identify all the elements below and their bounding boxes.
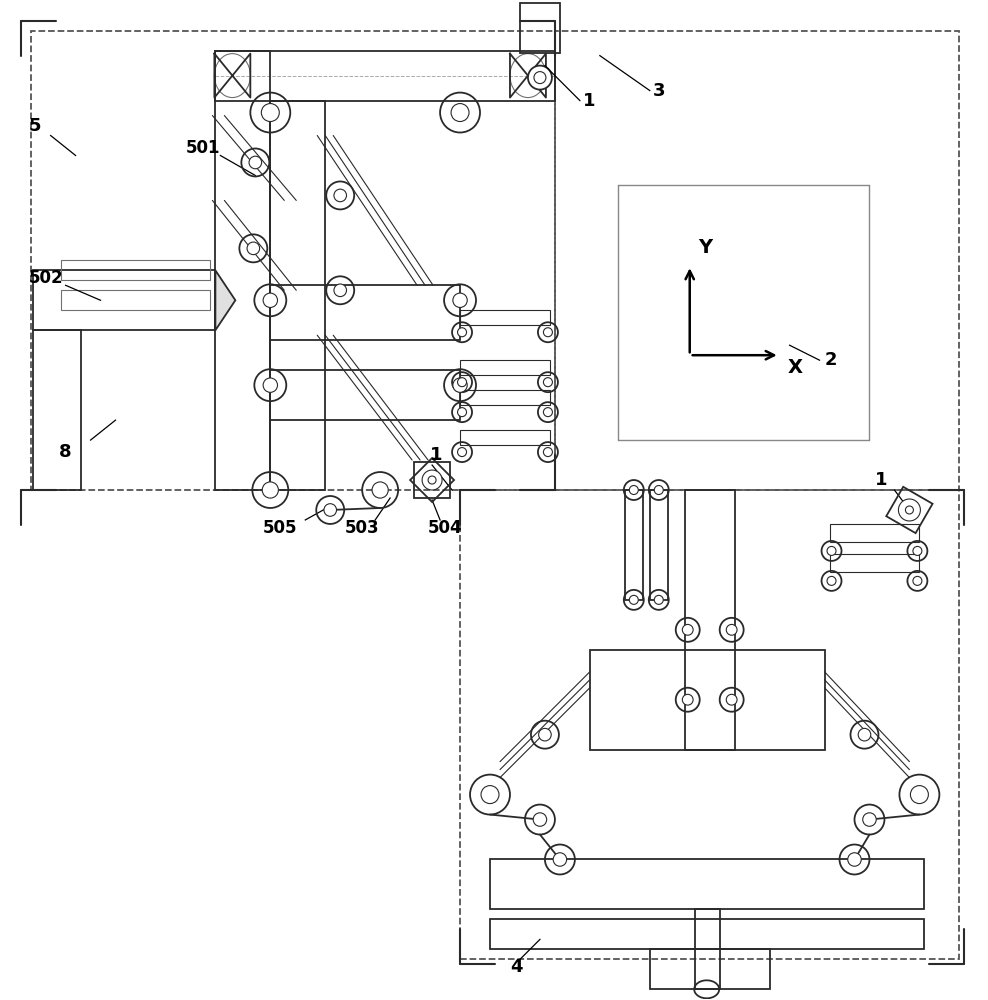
Polygon shape: [215, 270, 235, 330]
Bar: [31, 31, 555, 490]
Circle shape: [863, 813, 876, 826]
Circle shape: [543, 328, 552, 337]
Circle shape: [457, 378, 466, 387]
Bar: [414, 462, 451, 498]
Circle shape: [654, 595, 663, 604]
Bar: [460, 310, 550, 325]
Bar: [215, 51, 271, 490]
Bar: [520, 3, 560, 53]
Bar: [60, 290, 210, 310]
Bar: [271, 285, 460, 340]
Circle shape: [553, 853, 567, 866]
Circle shape: [262, 482, 279, 498]
Bar: [830, 524, 920, 542]
Circle shape: [263, 293, 278, 307]
Circle shape: [726, 624, 737, 635]
Text: Y: Y: [698, 238, 711, 257]
Bar: [555, 31, 959, 490]
Bar: [685, 490, 735, 750]
Bar: [460, 360, 550, 375]
Circle shape: [534, 813, 546, 826]
Text: X: X: [787, 358, 802, 377]
Text: 1: 1: [583, 92, 596, 110]
Bar: [60, 260, 210, 280]
Circle shape: [372, 482, 388, 498]
Circle shape: [905, 506, 914, 514]
Bar: [460, 430, 550, 445]
Bar: [830, 554, 920, 572]
Circle shape: [249, 156, 262, 169]
Circle shape: [481, 786, 499, 804]
Circle shape: [428, 476, 436, 484]
Text: 8: 8: [58, 443, 71, 461]
Bar: [271, 101, 325, 490]
Bar: [33, 270, 215, 330]
Circle shape: [827, 576, 836, 585]
Circle shape: [453, 293, 467, 307]
Circle shape: [263, 378, 278, 392]
Text: 504: 504: [428, 519, 462, 537]
Circle shape: [629, 486, 638, 495]
Text: 505: 505: [263, 519, 296, 537]
Circle shape: [334, 189, 347, 202]
Circle shape: [528, 66, 552, 90]
Text: 4: 4: [510, 958, 523, 976]
Text: 2: 2: [825, 351, 837, 369]
Bar: [460, 490, 959, 959]
Circle shape: [629, 595, 638, 604]
Text: 5: 5: [29, 117, 41, 135]
Circle shape: [534, 72, 546, 84]
Bar: [650, 949, 770, 989]
Text: 3: 3: [653, 82, 665, 100]
Circle shape: [334, 284, 347, 297]
Circle shape: [848, 853, 862, 866]
Circle shape: [457, 408, 466, 417]
Circle shape: [538, 728, 551, 741]
Circle shape: [654, 486, 663, 495]
Bar: [650, 490, 668, 600]
Circle shape: [324, 504, 337, 516]
Circle shape: [913, 546, 922, 555]
Bar: [215, 51, 555, 101]
Circle shape: [859, 728, 870, 741]
Bar: [490, 859, 925, 909]
Circle shape: [827, 546, 836, 555]
Circle shape: [452, 104, 469, 122]
Bar: [490, 919, 925, 949]
Circle shape: [247, 242, 260, 255]
Circle shape: [457, 448, 466, 457]
Circle shape: [422, 470, 442, 490]
Bar: [624, 490, 643, 600]
Text: 502: 502: [29, 269, 63, 287]
Bar: [460, 390, 550, 405]
Circle shape: [453, 378, 467, 392]
Circle shape: [543, 448, 552, 457]
Circle shape: [898, 499, 921, 521]
Text: 1: 1: [874, 471, 887, 489]
Bar: [271, 370, 460, 420]
Text: 503: 503: [345, 519, 379, 537]
Circle shape: [683, 624, 694, 635]
Circle shape: [726, 694, 737, 705]
Circle shape: [913, 576, 922, 585]
Circle shape: [910, 786, 929, 804]
Circle shape: [262, 104, 280, 122]
Bar: [695, 909, 719, 989]
Circle shape: [543, 378, 552, 387]
Text: 501: 501: [186, 139, 220, 157]
Circle shape: [457, 328, 466, 337]
Circle shape: [683, 694, 694, 705]
Text: 1: 1: [430, 446, 443, 464]
Bar: [590, 650, 825, 750]
Circle shape: [543, 408, 552, 417]
Bar: [33, 330, 81, 490]
